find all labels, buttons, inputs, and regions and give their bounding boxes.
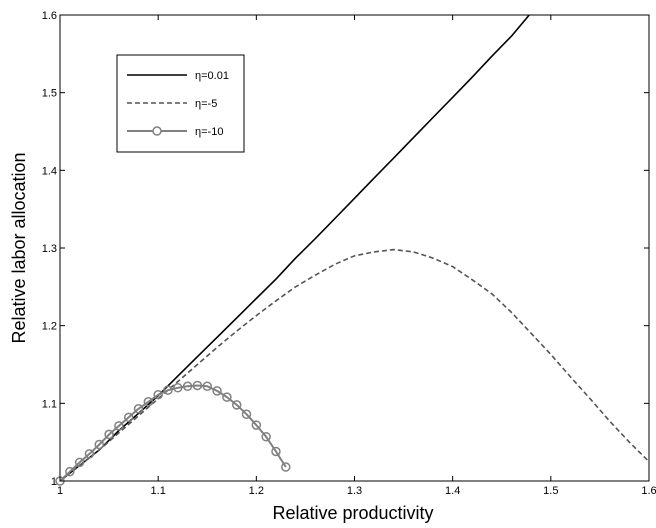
axes-layer: 1 1.1 1.2 1.3 1.4 1.5 1.6 1 1.1 1.2 1.3 1.4 1.5 1.6 (42, 10, 656, 497)
series-marker-2 (74, 457, 85, 468)
legend-marker-2 (152, 126, 162, 136)
series-line-2 (59, 384, 287, 482)
y-tick-label: 1 (51, 476, 57, 488)
series-marker-2 (114, 421, 124, 431)
series-marker-2 (251, 420, 262, 430)
x-tick-label: 1.4 (445, 485, 460, 497)
series-marker-2 (231, 400, 242, 410)
y-axis-title: Relative labor allocation (9, 152, 29, 343)
x-tick-label: 1.2 (249, 485, 264, 497)
x-axis-title: Relative productivity (272, 503, 433, 523)
x-tick-label: 1.1 (151, 485, 166, 497)
series-marker-2 (104, 429, 114, 440)
series-layer (55, 14, 650, 486)
x-tick-label: 1.6 (641, 485, 656, 497)
series-marker-2 (163, 385, 173, 395)
legend-label-1: η=-5 (195, 98, 217, 110)
series-marker-2 (133, 404, 144, 414)
series-marker-2 (65, 466, 75, 477)
series-marker-2 (182, 381, 193, 391)
series-marker-2 (222, 392, 232, 402)
y-tick-label: 1.3 (42, 243, 57, 255)
y-tick-label: 1.4 (42, 165, 57, 177)
x-tick-label: 1.3 (347, 485, 362, 497)
legend-label-2: η=-10 (195, 126, 223, 138)
y-tick-label: 1.2 (42, 321, 57, 333)
series-marker-2 (143, 397, 154, 407)
legend: η=0.01 η=-5 η=-10 (116, 54, 245, 153)
y-tick-label: 1.5 (42, 88, 57, 100)
series-marker-2 (173, 383, 183, 393)
series-marker-2 (84, 449, 95, 459)
series-marker-2 (241, 409, 252, 419)
x-tick-label: 1 (57, 485, 63, 497)
series-marker-2 (153, 390, 163, 400)
series-marker-2 (123, 412, 134, 423)
series-marker-2 (261, 431, 271, 442)
series-marker-2 (271, 446, 281, 457)
series-marker-2 (192, 380, 203, 391)
y-tick-label: 1.6 (42, 10, 57, 22)
x-tick-label: 1.5 (543, 485, 558, 497)
legend-label-0: η=0.01 (195, 70, 229, 82)
series-marker-2 (281, 462, 291, 472)
series-marker-2 (212, 386, 222, 396)
y-tick-label: 1.1 (42, 398, 57, 410)
series-marker-2 (202, 381, 212, 391)
series-marker-2 (94, 439, 105, 450)
